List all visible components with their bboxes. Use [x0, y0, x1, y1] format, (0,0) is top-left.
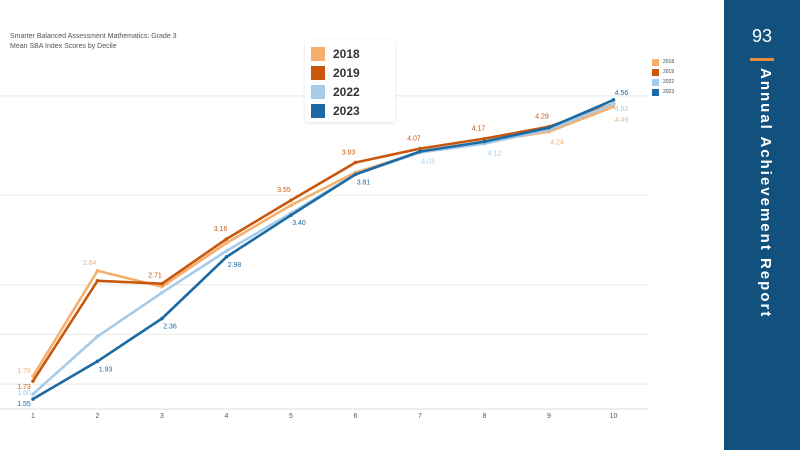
legend-swatch	[652, 58, 659, 66]
data-point-2019[interactable]	[353, 160, 358, 165]
small-legend-item-2018[interactable]: 2018	[652, 58, 674, 66]
data-point-2023[interactable]	[160, 316, 164, 321]
data-label: 4.29	[535, 114, 549, 121]
data-label: 4.24	[550, 140, 564, 147]
data-point-2023[interactable]	[224, 255, 229, 259]
data-label: 1.60	[17, 390, 31, 397]
series-line-2022[interactable]	[32, 102, 614, 396]
data-point-2022[interactable]	[31, 392, 35, 396]
data-point-2018[interactable]	[160, 284, 164, 289]
series-line-2019[interactable]	[31, 102, 614, 382]
series-line-2023[interactable]	[32, 98, 615, 401]
page-number: 93	[751, 26, 773, 46]
x-tick-label: 8	[483, 413, 487, 420]
data-point-2023[interactable]	[547, 125, 551, 130]
x-tick-label: 5	[289, 413, 293, 420]
data-point-2019[interactable]	[224, 237, 229, 241]
legend-label: 2019	[333, 66, 360, 80]
data-point-2022[interactable]	[611, 102, 616, 106]
data-point-2019[interactable]	[31, 379, 35, 383]
data-label: 3.55	[277, 187, 291, 194]
data-point-2023[interactable]	[289, 213, 293, 217]
data-point-2023[interactable]	[418, 149, 422, 154]
legend-swatch	[652, 78, 659, 86]
data-label: 4.52	[615, 106, 629, 113]
legend-small: 2018 2019 2022 2023	[652, 58, 712, 98]
legend-label: 2023	[663, 89, 675, 95]
data-label: 4.07	[407, 136, 421, 143]
data-point-2019[interactable]	[160, 281, 164, 286]
legend-item-2019[interactable]: 2019	[311, 65, 360, 81]
legend-label: 2018	[333, 47, 360, 61]
data-label: 2.84	[83, 260, 97, 267]
data-label: 4.56	[615, 90, 629, 97]
data-point-2019[interactable]	[289, 198, 293, 203]
small-legend-item-2023[interactable]: 2023	[652, 88, 674, 96]
data-label: 1.55	[17, 401, 31, 408]
data-label: 2.36	[163, 324, 177, 331]
legend-swatch	[652, 88, 659, 96]
data-point-2022[interactable]	[95, 334, 100, 339]
data-label: 4.17	[472, 126, 486, 133]
data-point-2022[interactable]	[160, 290, 164, 295]
legend-swatch	[652, 68, 659, 76]
report-title: Annual Achievement Report	[757, 68, 774, 319]
data-label: 4.12	[488, 151, 502, 158]
x-tick-label: 3	[160, 413, 164, 420]
series-line-2018[interactable]	[31, 105, 614, 377]
data-label: 2.98	[228, 262, 242, 269]
data-point-2023[interactable]	[31, 397, 35, 401]
data-label: 3.81	[357, 179, 371, 186]
legend-item-2018[interactable]: 2018	[311, 46, 360, 62]
x-tick-label: 1	[31, 413, 35, 420]
chart-title: Smarter Balanced Assessment Mathematics:…	[10, 33, 177, 40]
legend-label: 2018	[663, 59, 675, 65]
data-label: 1.73	[17, 384, 31, 391]
data-point-2018[interactable]	[224, 241, 229, 245]
small-legend-item-2022[interactable]: 2022	[652, 78, 674, 86]
legend-label: 2022	[663, 79, 675, 85]
chart-subtitle: Mean SBA Index Scores by Decile	[10, 43, 117, 50]
x-tick-label: 9	[547, 413, 551, 420]
data-point-2023[interactable]	[611, 98, 616, 102]
data-point-2023[interactable]	[95, 359, 100, 364]
data-label: 3.93	[342, 149, 356, 156]
legend-item-2022[interactable]: 2022	[311, 84, 360, 100]
x-tick-label: 10	[610, 413, 618, 420]
page-number-accent	[750, 58, 774, 61]
x-tick-label: 2	[96, 413, 100, 420]
legend-label: 2023	[333, 104, 360, 118]
x-tick-label: 7	[418, 413, 422, 420]
data-label: 3.40	[292, 220, 306, 227]
data-point-2019[interactable]	[482, 136, 487, 141]
data-label: 1.78	[17, 368, 31, 375]
legend-item-2023[interactable]: 2023	[311, 103, 360, 119]
data-label: 4.03	[421, 159, 435, 166]
legend-large: 2018 2019 2022 2023	[305, 40, 395, 122]
legend-swatch	[311, 104, 325, 118]
legend-swatch	[311, 66, 325, 80]
data-label: 2.71	[148, 273, 162, 280]
data-point-2019[interactable]	[95, 278, 100, 283]
x-tick-label: 4	[225, 413, 229, 420]
data-point-2018[interactable]	[611, 105, 616, 109]
x-tick-label: 6	[354, 413, 358, 420]
data-label: 1.93	[99, 366, 113, 373]
data-point-2018[interactable]	[289, 203, 293, 208]
legend-label: 2019	[663, 69, 675, 75]
data-label: 4.49	[615, 117, 629, 124]
data-point-2023[interactable]	[482, 139, 487, 144]
small-legend-item-2019[interactable]: 2019	[652, 68, 674, 76]
data-point-2018[interactable]	[95, 269, 100, 273]
side-panel: 93 Annual Achievement Report	[724, 0, 800, 450]
data-point-2018[interactable]	[31, 374, 35, 378]
legend-swatch	[311, 47, 325, 61]
legend-label: 2022	[333, 85, 360, 99]
data-point-2023[interactable]	[353, 172, 358, 177]
legend-swatch	[311, 85, 325, 99]
data-label: 3.16	[214, 226, 228, 233]
data-point-2019[interactable]	[418, 146, 422, 151]
data-point-2022[interactable]	[224, 249, 229, 253]
